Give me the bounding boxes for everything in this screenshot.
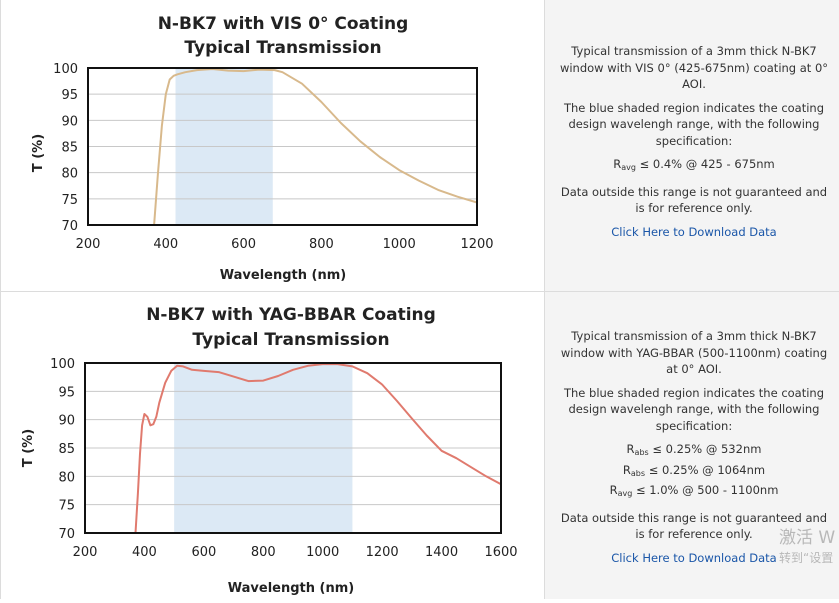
x-tick-label: 1000 <box>306 545 339 560</box>
chart-title: N-BK7 with VIS 0° Coating <box>158 14 409 34</box>
y-tick-label: 90 <box>58 414 75 429</box>
y-tick-label: 70 <box>58 527 75 542</box>
plot-frame <box>84 362 502 534</box>
x-tick-label: 1200 <box>460 237 493 252</box>
x-tick-label: 400 <box>153 237 178 252</box>
y-tick-label: 75 <box>61 193 78 208</box>
chart-title: N-BK7 with YAG-BBAR Coating <box>146 305 436 325</box>
y-tick-label: 95 <box>58 385 75 400</box>
description-paragraph: Data outside this range is not guarantee… <box>560 184 828 216</box>
chart-area: N-BK7 with VIS 0° Coating Typical Transm… <box>0 0 544 291</box>
download-data-link[interactable]: Click Here to Download Data <box>611 550 777 565</box>
chart-area: N-BK7 with YAG-BBAR Coating Typical Tran… <box>0 292 544 599</box>
x-tick-label: 800 <box>309 237 334 252</box>
panel-divider <box>0 0 1 291</box>
chart-subtitle: Typical Transmission <box>184 38 381 58</box>
description-paragraph: Typical transmission of a 3mm thick N-BK… <box>559 44 829 91</box>
spec-line: Rabs ≤ 0.25% @ 1064nm <box>622 462 766 478</box>
description-paragraph: Typical transmission of a 3mm thick N-BK… <box>560 329 828 376</box>
x-tick-label: 1200 <box>366 545 399 560</box>
chart-panel-yag: N-BK7 with YAG-BBAR Coating Typical Tran… <box>0 292 839 599</box>
description-panel: Typical transmission of a 3mm thick N-BK… <box>544 292 839 599</box>
y-tick-label: 70 <box>61 219 78 234</box>
x-tick-label: 600 <box>191 545 216 560</box>
x-tick-label: 1400 <box>425 545 458 560</box>
x-axis-label: Wavelength (nm) <box>228 581 354 596</box>
activation-watermark-sub: 转到“设置 <box>779 551 834 565</box>
description-text: Typical transmission of a 3mm thick N-BK… <box>557 328 831 566</box>
download-data-link[interactable]: Click Here to Download Data <box>611 224 777 239</box>
y-tick-label: 100 <box>50 357 75 372</box>
description-text: Typical transmission of a 3mm thick N-BK… <box>557 43 831 240</box>
x-tick-label: 200 <box>73 545 98 560</box>
description-paragraph: The blue shaded region indicates the coa… <box>563 385 825 433</box>
x-tick-label: 200 <box>76 237 101 252</box>
plot-frame <box>87 67 478 226</box>
y-tick-label: 85 <box>61 141 78 156</box>
y-tick-label: 80 <box>61 167 78 182</box>
plot-area: 70 75 80 85 90 95 100 200 400 600 800 1000 1200 1400 1… <box>50 357 517 560</box>
x-tick-label: 1000 <box>383 237 416 252</box>
y-tick-label: 95 <box>61 88 78 103</box>
chart-subtitle: Typical Transmission <box>192 330 389 350</box>
x-tick-label: 400 <box>132 545 157 560</box>
transmission-line <box>153 68 478 226</box>
spec-line: Rabs ≤ 0.25% @ 532nm <box>626 442 762 457</box>
description-paragraph: Data outside this range is not guarantee… <box>560 510 828 542</box>
transmission-chart-vis: N-BK7 with VIS 0° Coating Typical Transm… <box>31 14 494 283</box>
description-panel: Typical transmission of a 3mm thick N-BK… <box>544 0 839 291</box>
transmission-line <box>134 363 502 534</box>
y-tick-label: 80 <box>58 470 75 485</box>
x-tick-label: 800 <box>251 545 276 560</box>
activation-watermark: 激活 W <box>779 528 836 548</box>
y-axis-label: T (%) <box>31 134 46 172</box>
x-tick-label: 1600 <box>484 545 517 560</box>
y-tick-label: 90 <box>61 114 78 129</box>
panel-divider <box>0 292 1 599</box>
description-paragraph: The blue shaded region indicates the coa… <box>563 100 825 148</box>
specification-list: Ravg ≤ 0.4% @ 425 - 675nm <box>557 156 831 177</box>
spec-line: Ravg ≤ 1.0% @ 500 - 1100nm <box>609 483 779 498</box>
y-axis-label: T (%) <box>21 429 36 467</box>
plot-area: 70 75 80 85 90 95 100 200 400 600 800 1000 1200 <box>53 62 493 252</box>
y-tick-label: 75 <box>58 499 75 514</box>
y-tick-label: 100 <box>53 62 78 77</box>
transmission-chart-yag: N-BK7 with YAG-BBAR Coating Typical Tran… <box>21 305 518 596</box>
specification-list: Rabs ≤ 0.25% @ 532nm Rabs ≤ 0.25% @ 1064… <box>557 441 831 503</box>
x-axis-label: Wavelength (nm) <box>220 268 346 283</box>
y-tick-label: 85 <box>58 442 75 457</box>
x-tick-label: 600 <box>231 237 256 252</box>
chart-panel-vis: N-BK7 with VIS 0° Coating Typical Transm… <box>0 0 839 292</box>
spec-line: Ravg ≤ 0.4% @ 425 - 675nm <box>613 157 775 172</box>
